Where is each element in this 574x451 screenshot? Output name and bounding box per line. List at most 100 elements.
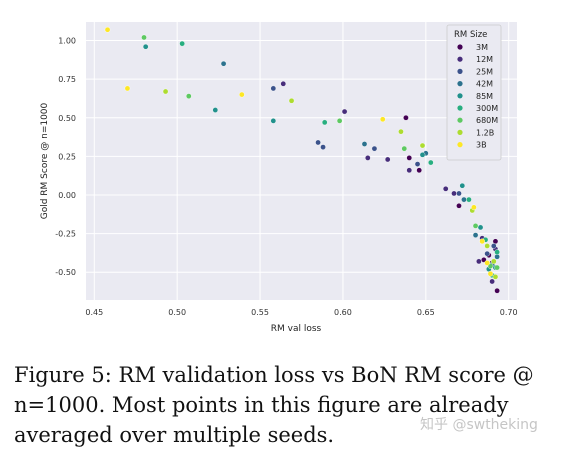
data-point [384,156,391,163]
data-point [212,107,219,113]
data-point [427,159,434,166]
data-point [414,161,421,167]
data-point [270,118,277,124]
data-point [492,274,499,280]
data-point [471,204,477,211]
y-tick-label: 0.75 [58,75,76,84]
data-point [490,258,497,265]
data-point [477,224,484,231]
legend-marker [457,105,463,111]
data-point [288,97,295,104]
data-point [179,40,185,47]
legend-marker [457,44,463,50]
data-point [456,202,462,209]
data-point [489,278,495,285]
data-point [406,167,413,174]
data-point [336,118,343,124]
figure-caption: Figure 5: RM validation loss vs BoN RM s… [14,363,534,447]
legend-marker [457,68,463,74]
grid-lines [86,22,517,300]
data-point [492,238,499,245]
data-point [341,108,348,115]
data-point [487,270,494,277]
data-point [124,85,131,92]
legend-marker [457,56,463,62]
legend-label: 42M [476,80,493,89]
data-point [416,167,422,174]
data-point [321,119,328,126]
data-point [484,250,490,257]
data-point [104,26,111,33]
x-tick-label: 0.45 [85,308,103,317]
data-point [466,196,472,203]
data-point [365,155,371,161]
x-tick-label: 0.55 [251,308,269,317]
data-point [320,144,326,150]
data-point [461,196,467,203]
data-point [315,139,321,146]
data-point [456,190,462,197]
data-point [494,264,500,271]
data-point [141,34,147,41]
y-tick-label: 0.00 [58,191,76,200]
data-point [371,145,378,152]
data-point [494,287,500,294]
legend-label: 300M [476,104,498,113]
data-point [403,114,409,121]
data-point [239,91,245,98]
legend-label: 3B [476,141,487,150]
legend-label: 12M [476,55,493,64]
legend-marker [457,129,463,135]
legend-label: 85M [476,92,493,101]
x-tick-label: 0.65 [417,308,435,317]
data-point [406,155,413,161]
data-point [419,152,426,158]
data-point [142,43,149,50]
y-tick-labels: -0.50 -0.25 0.00 0.25 0.50 0.75 1.00 [55,37,76,278]
data-point [162,88,169,95]
legend: RM Size 3M 12M 25M 42M 85M 300M 680M 1.2B 3B [446,24,502,161]
data-point [490,243,497,249]
data-point [185,93,192,99]
y-tick-label: -0.50 [55,268,76,277]
plot-area [86,22,517,300]
data-point [398,128,404,135]
legend-label: 3M [476,43,488,52]
data-point [419,142,426,149]
x-tick-label: 0.70 [500,308,518,317]
x-tick-labels: 0.45 0.50 0.55 0.60 0.65 0.70 [85,308,517,317]
y-axis-label: Gold RM Score @ n=1000 [40,102,50,219]
data-point [472,223,479,229]
y-tick-label: 1.00 [58,37,76,46]
data-point [270,85,277,92]
y-tick-label: 0.50 [58,114,76,123]
data-point [476,258,482,265]
data-point [484,260,490,266]
data-point [472,232,479,238]
x-axis-label: RM val loss [271,324,322,334]
data-point [220,60,227,67]
legend-label: 1.2B [476,128,494,137]
data-point [442,185,449,192]
x-tick-label: 0.60 [334,308,352,317]
data-point [459,182,466,189]
legend-label: 680M [476,116,498,125]
x-tick-label: 0.50 [168,308,186,317]
legend-title: RM Size [454,30,487,40]
data-point [401,145,408,152]
data-point [361,141,368,147]
data-point [479,238,485,245]
y-tick-label: -0.25 [55,230,76,239]
legend-marker [457,93,463,99]
data-point [484,243,490,249]
legend-marker [457,81,463,87]
y-tick-label: 0.25 [58,152,76,161]
data-point [379,116,386,123]
data-point [451,190,457,197]
watermark: 知乎 @swtheking [420,417,538,433]
legend-marker [457,142,463,148]
legend-marker [457,117,463,123]
data-point [494,249,500,255]
data-point [280,80,287,87]
